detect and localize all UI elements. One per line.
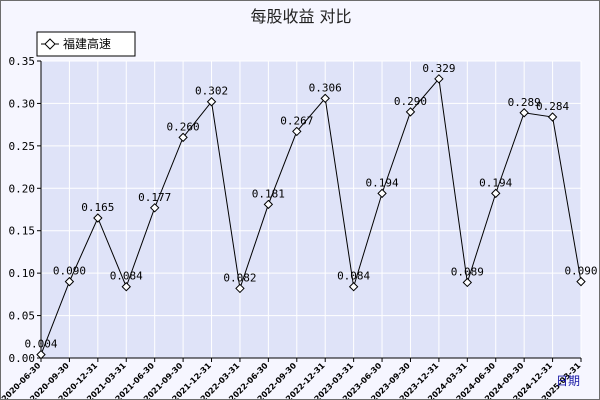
- data-label: 0.267: [280, 114, 313, 127]
- data-point-marker: [36, 349, 46, 360]
- data-label: 0.306: [309, 81, 342, 94]
- data-label: 0.290: [394, 95, 427, 108]
- data-point-marker: [206, 97, 217, 107]
- data-point-marker: [434, 74, 444, 84]
- x-axis-label: 日期: [556, 374, 580, 388]
- y-tick-label: 0.35: [9, 55, 36, 68]
- plot-area: [41, 61, 581, 358]
- y-tick-label: 0.20: [9, 182, 36, 195]
- data-label: 0.004: [24, 338, 57, 351]
- series-layer: [36, 74, 586, 360]
- data-point-marker: [292, 126, 302, 137]
- data-point-marker: [149, 203, 160, 213]
- data-label: 0.084: [337, 270, 370, 283]
- diamond-marker-icon: [44, 38, 56, 50]
- data-label: 0.260: [167, 120, 200, 133]
- y-tick-label: 0.15: [9, 225, 36, 238]
- legend-box: [36, 31, 136, 57]
- data-label: 0.090: [564, 265, 597, 278]
- y-tick-label: 0.05: [9, 310, 36, 323]
- data-label: 0.090: [53, 265, 86, 278]
- axes: [40, 61, 581, 359]
- data-point-marker: [519, 108, 529, 118]
- y-axis-ticks: 0.00 0.05 0.10 0.15 0.20 0.25 0.30 0.35: [9, 55, 41, 365]
- data-point-marker: [576, 276, 586, 287]
- data-point-marker: [320, 93, 330, 104]
- y-tick-label: 0.30: [9, 97, 36, 110]
- data-point-marker: [64, 276, 75, 287]
- data-label: 0.194: [479, 176, 512, 189]
- data-label: 0.177: [138, 191, 171, 204]
- data-point-marker: [405, 107, 416, 117]
- series-line: [40, 77, 582, 355]
- data-point-marker: [491, 188, 501, 199]
- data-label: 0.284: [536, 100, 569, 113]
- legend-series-name: 福建高速: [63, 36, 111, 51]
- data-labels: 0.004 0.090 0.165 0.084 0.177 0.260 0.302 0.082…: [24, 62, 597, 351]
- data-point-marker: [348, 282, 359, 292]
- data-point-marker: [121, 282, 131, 292]
- data-label: 0.084: [110, 270, 143, 283]
- data-point-marker: [377, 188, 387, 199]
- data-point-marker: [93, 213, 103, 223]
- chart-title: 每股收益 对比: [250, 7, 351, 26]
- y-tick-label: 0.25: [9, 140, 36, 153]
- x-axis-ticks: 2020-06-302020-09-302020-12-312021-03-31…: [1, 358, 583, 399]
- data-label: 0.082: [223, 271, 256, 284]
- data-label: 0.329: [422, 62, 455, 75]
- data-point-marker: [235, 283, 245, 294]
- data-label: 0.289: [508, 96, 541, 109]
- y-tick-label: 0.10: [9, 267, 36, 280]
- data-label: 0.165: [81, 201, 114, 214]
- data-label: 0.194: [365, 176, 398, 189]
- data-point-marker: [547, 112, 558, 122]
- data-label: 0.181: [252, 187, 285, 200]
- data-point-marker: [263, 199, 274, 210]
- data-label: 0.302: [195, 85, 228, 98]
- data-point-marker: [178, 132, 188, 143]
- data-label: 0.089: [451, 265, 484, 278]
- legend[interactable]: 福建高速: [36, 31, 136, 57]
- y-tick-label: 0.00: [9, 352, 36, 365]
- data-point-marker: [462, 277, 473, 288]
